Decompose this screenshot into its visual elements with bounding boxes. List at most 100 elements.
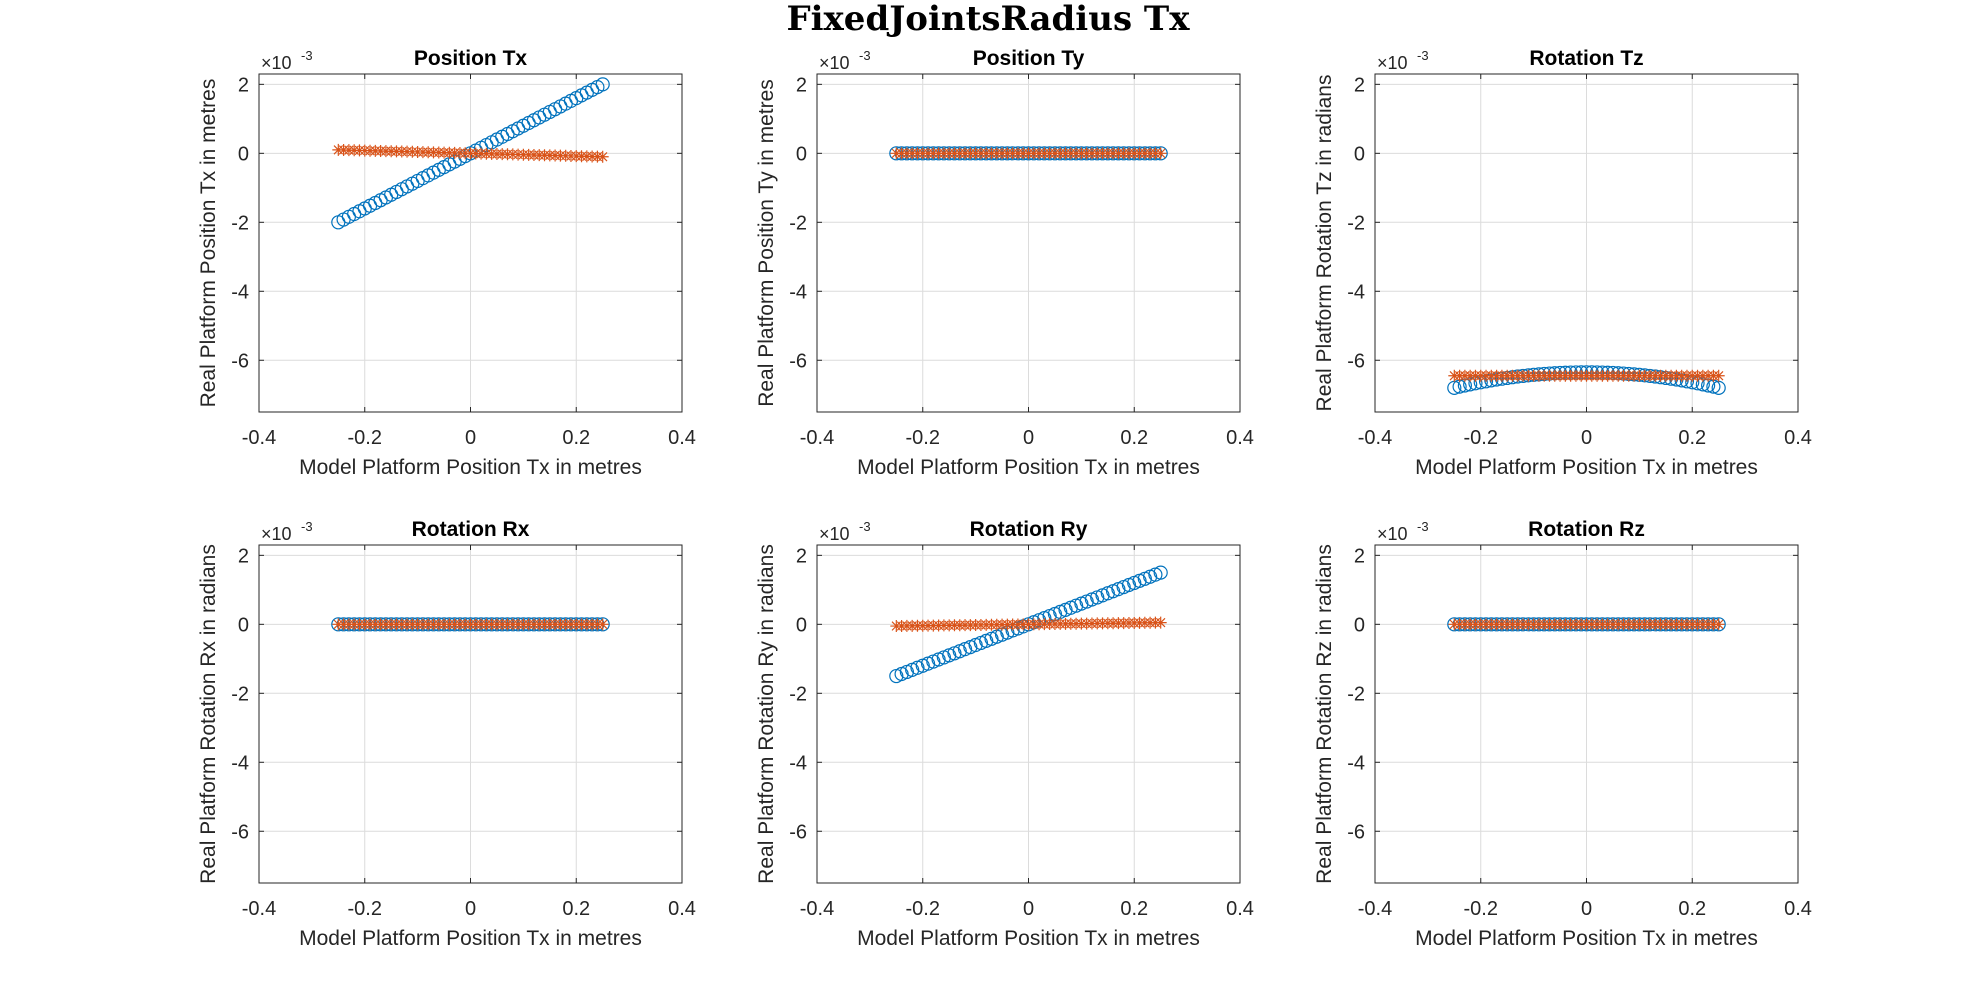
data-point-asterisk xyxy=(596,150,609,163)
data-point-asterisk xyxy=(1154,616,1167,629)
y-tick-label: -2 xyxy=(1347,212,1365,234)
y-tick-label: 2 xyxy=(238,545,249,567)
data-point-circle xyxy=(595,77,610,92)
y-tick-label: -6 xyxy=(231,821,249,843)
y-tick-label: 0 xyxy=(238,143,249,165)
y-exponent-power: -3 xyxy=(1417,48,1429,63)
y-axis-label: Real Platform Rotation Rx in radians xyxy=(197,544,220,884)
y-exponent-power: -3 xyxy=(301,48,313,63)
x-axis-label: Model Platform Position Tx in metres xyxy=(299,456,642,479)
x-tick-label: 0.4 xyxy=(1226,898,1254,920)
y-tick-label: -4 xyxy=(1347,752,1365,774)
x-axis-label: Model Platform Position Tx in metres xyxy=(857,927,1200,950)
y-tick-label: 2 xyxy=(796,545,807,567)
x-tick-label: -0.4 xyxy=(1358,898,1392,920)
y-tick-label: 2 xyxy=(1354,74,1365,96)
x-tick-label: 0.4 xyxy=(1784,427,1812,449)
data-point-asterisk xyxy=(596,618,609,631)
y-exponent-label: ×10 xyxy=(1377,53,1408,73)
y-tick-label: 0 xyxy=(796,143,807,165)
y-tick-label: -6 xyxy=(789,821,807,843)
y-tick-label: -2 xyxy=(231,212,249,234)
x-tick-label: 0.4 xyxy=(1226,427,1254,449)
y-exponent-label: ×10 xyxy=(819,524,850,544)
x-tick-label: 0 xyxy=(1581,427,1592,449)
x-tick-label: -0.2 xyxy=(348,898,382,920)
x-tick-label: 0 xyxy=(465,898,476,920)
x-tick-label: 0 xyxy=(465,427,476,449)
y-tick-label: -2 xyxy=(789,683,807,705)
subplot-3: -0.4 -0.2 0 0.2 0.4 2 0 -2 -4 -6 ×10 -3 Rotation Tz M… xyxy=(1313,47,1812,479)
y-tick-label: 0 xyxy=(796,614,807,636)
data-point-asterisk xyxy=(1154,147,1167,160)
y-tick-label: -2 xyxy=(789,212,807,234)
y-exponent-power: -3 xyxy=(301,519,313,534)
x-tick-label: 0 xyxy=(1023,427,1034,449)
x-tick-label: 0.2 xyxy=(1120,898,1148,920)
subplot-title: Rotation Ry xyxy=(970,518,1088,541)
x-tick-label: -0.4 xyxy=(242,898,276,920)
series-circle xyxy=(889,565,1168,684)
y-axis-label: Real Platform Position Tx in metres xyxy=(197,79,220,408)
data-point-asterisk xyxy=(1712,369,1725,382)
x-tick-label: -0.4 xyxy=(800,898,834,920)
x-tick-label: 0.2 xyxy=(562,898,590,920)
y-tick-label: -4 xyxy=(1347,281,1365,303)
figure-title: FixedJointsRadius Tx xyxy=(786,0,1190,39)
y-exponent-power: -3 xyxy=(1417,519,1429,534)
y-tick-label: 0 xyxy=(1354,143,1365,165)
y-exponent-power: -3 xyxy=(859,48,871,63)
x-axis-label: Model Platform Position Tx in metres xyxy=(857,456,1200,479)
series-asterisk xyxy=(1448,618,1725,631)
y-tick-label: -6 xyxy=(231,350,249,372)
x-tick-label: -0.4 xyxy=(1358,427,1392,449)
subplot-1: -0.4 -0.2 0 0.2 0.4 2 0 -2 -4 -6 ×10 -3 Position Tx M… xyxy=(197,47,696,479)
x-tick-label: 0.4 xyxy=(668,427,696,449)
y-tick-label: -6 xyxy=(1347,821,1365,843)
x-tick-label: 0.2 xyxy=(1678,427,1706,449)
subplot-title: Rotation Rz xyxy=(1528,518,1645,541)
x-tick-label: 0 xyxy=(1581,898,1592,920)
y-tick-label: -4 xyxy=(231,752,249,774)
data-point-circle xyxy=(1153,565,1168,580)
y-tick-label: 2 xyxy=(1354,545,1365,567)
x-tick-label: -0.2 xyxy=(1464,427,1498,449)
y-exponent-label: ×10 xyxy=(261,524,292,544)
x-tick-label: -0.4 xyxy=(800,427,834,449)
x-tick-label: -0.4 xyxy=(242,427,276,449)
y-tick-label: 2 xyxy=(796,74,807,96)
subplot-title: Position Ty xyxy=(973,47,1085,70)
x-tick-label: 0.4 xyxy=(1784,898,1812,920)
x-tick-label: -0.2 xyxy=(906,427,940,449)
series-asterisk xyxy=(1448,369,1725,382)
y-exponent-label: ×10 xyxy=(261,53,292,73)
x-axis-label: Model Platform Position Tx in metres xyxy=(1415,456,1758,479)
x-tick-label: -0.2 xyxy=(348,427,382,449)
subplot-title: Position Tx xyxy=(414,47,527,70)
series-asterisk xyxy=(890,147,1167,160)
y-axis-label: Real Platform Rotation Ry in radians xyxy=(755,544,778,884)
y-tick-label: -6 xyxy=(1347,350,1365,372)
y-axis-label: Real Platform Position Ty in metres xyxy=(755,79,778,407)
x-axis-label: Model Platform Position Tx in metres xyxy=(299,927,642,950)
y-tick-label: -6 xyxy=(789,350,807,372)
data-point-asterisk xyxy=(1712,618,1725,631)
y-exponent-label: ×10 xyxy=(1377,524,1408,544)
subplot-4: -0.4 -0.2 0 0.2 0.4 2 0 -2 -4 -6 ×10 -3 Rotation Rx M… xyxy=(197,518,696,950)
x-tick-label: -0.2 xyxy=(906,898,940,920)
y-tick-label: -2 xyxy=(231,683,249,705)
subplot-title: Rotation Tz xyxy=(1529,47,1643,70)
subplot-title: Rotation Rx xyxy=(412,518,530,541)
subplot-2: -0.4 -0.2 0 0.2 0.4 2 0 -2 -4 -6 ×10 -3 Position Ty M… xyxy=(755,47,1254,479)
x-tick-label: 0.2 xyxy=(1678,898,1706,920)
y-axis-label: Real Platform Rotation Rz in radians xyxy=(1313,544,1336,884)
x-axis-label: Model Platform Position Tx in metres xyxy=(1415,927,1758,950)
series-asterisk xyxy=(890,616,1167,633)
y-tick-label: -4 xyxy=(789,281,807,303)
subplot-5: -0.4 -0.2 0 0.2 0.4 2 0 -2 -4 -6 ×10 -3 Rotation Ry M… xyxy=(755,518,1254,950)
y-exponent-power: -3 xyxy=(859,519,871,534)
x-tick-label: 0.2 xyxy=(1120,427,1148,449)
subplot-6: -0.4 -0.2 0 0.2 0.4 2 0 -2 -4 -6 ×10 -3 Rotation Rz M… xyxy=(1313,518,1812,950)
y-tick-label: -4 xyxy=(231,281,249,303)
